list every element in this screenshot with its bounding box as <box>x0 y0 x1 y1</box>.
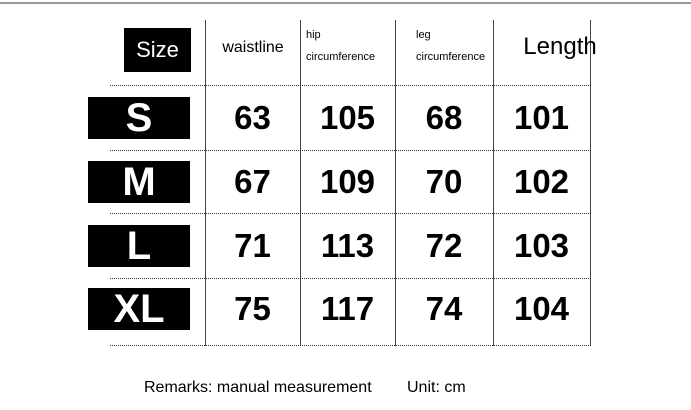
measurement: 102 <box>513 163 570 200</box>
column-rule <box>395 20 396 346</box>
column-rule <box>300 20 301 346</box>
unit: Unit: cm <box>407 379 466 396</box>
measurement: 109 <box>319 163 376 200</box>
size-label: L <box>88 224 190 268</box>
row-rule <box>110 85 591 86</box>
measurement: 70 <box>425 163 463 200</box>
measurement: 113 <box>320 227 375 264</box>
header-length: Length <box>523 33 597 60</box>
measurement: 117 <box>320 290 375 327</box>
measurement: 105 <box>319 99 376 136</box>
measurement: 101 <box>513 99 570 136</box>
measurement: 63 <box>234 99 271 136</box>
row-rule <box>110 345 591 346</box>
size-label: S <box>88 96 190 140</box>
column-rule <box>205 20 206 346</box>
measurement: 74 <box>425 290 463 327</box>
row-rule <box>110 278 591 279</box>
header-leg: leg circumference <box>416 29 486 63</box>
header-waistline: waistline <box>222 39 284 56</box>
size-label: M <box>88 160 190 204</box>
row-rule <box>110 213 591 214</box>
remarks: Remarks: manual measurement <box>144 379 372 396</box>
measurement: 67 <box>234 163 271 200</box>
column-rule <box>590 20 591 346</box>
measurement: 103 <box>513 227 570 264</box>
measurement: 104 <box>513 290 570 327</box>
measurement: 75 <box>234 290 271 327</box>
header-size: Size <box>124 28 191 72</box>
top-rule <box>0 2 691 4</box>
row-rule <box>110 150 591 151</box>
measurement: 68 <box>425 99 463 136</box>
measurement: 71 <box>234 227 271 264</box>
column-rule <box>493 20 494 346</box>
size-label: XL <box>88 287 190 331</box>
header-hip: hip circumference <box>306 29 376 63</box>
measurement: 72 <box>425 227 463 264</box>
